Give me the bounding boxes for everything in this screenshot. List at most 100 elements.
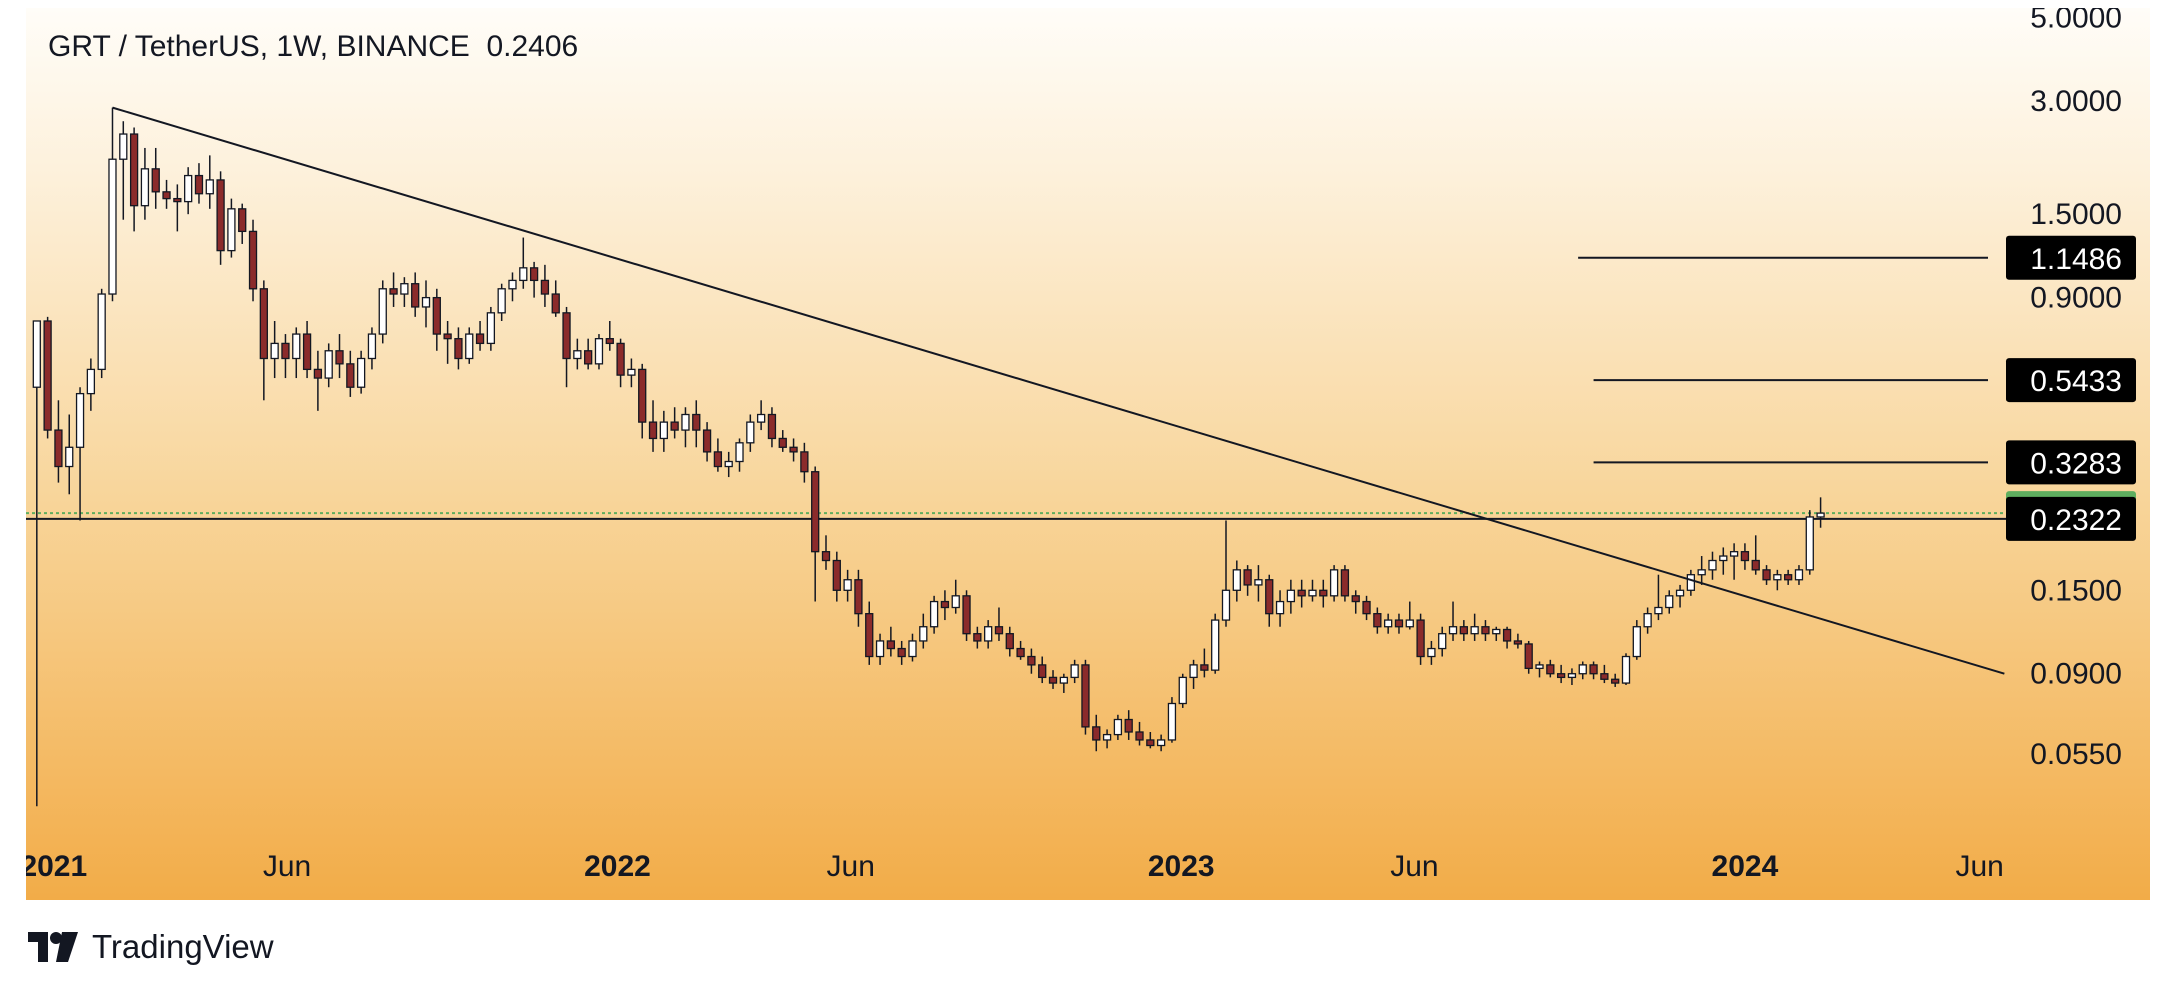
candle-body <box>400 283 409 295</box>
price-label-box <box>2006 496 2136 541</box>
candle-body <box>908 640 917 658</box>
candle-body <box>1448 626 1458 635</box>
x-tick-label: Jun <box>1390 850 1438 883</box>
candle-body <box>1232 569 1241 591</box>
candle-body <box>356 357 366 388</box>
candle-body <box>1729 551 1739 557</box>
candle-body <box>1016 647 1025 658</box>
candle-body <box>962 595 971 635</box>
candle-body <box>43 320 52 431</box>
x-tick-label: 2024 <box>1712 850 1779 883</box>
candle-body <box>173 197 182 203</box>
candle-body <box>1102 733 1112 741</box>
candle-body <box>1362 600 1371 615</box>
candle-body <box>1492 628 1501 635</box>
candle-body <box>594 338 604 365</box>
chart-area[interactable]: 5.0000 3.0000 1.5000 0.9000 0.1500 0.0900 0.05… <box>26 8 2150 900</box>
candle-body <box>1373 613 1382 628</box>
candle-body <box>1697 569 1706 576</box>
candle-body <box>1643 613 1652 628</box>
candle-body <box>811 471 820 553</box>
candle-body <box>1286 589 1296 603</box>
candle-body <box>1189 664 1198 679</box>
candle-body <box>108 158 117 295</box>
candle-body <box>1351 595 1360 603</box>
candle-body <box>54 429 63 468</box>
candle-body <box>1481 626 1490 635</box>
candle-body <box>1794 569 1804 581</box>
candle-body <box>1470 626 1479 635</box>
candle-body <box>1502 628 1512 642</box>
candle-body <box>443 333 452 340</box>
candlestick-chart[interactable]: 5.0000 3.0000 1.5000 0.9000 0.1500 0.0900 0.05… <box>26 8 2150 900</box>
candle-body <box>1124 718 1133 733</box>
candle-body <box>1686 574 1696 591</box>
candle-body <box>1275 600 1285 615</box>
footer: TradingView <box>26 928 274 966</box>
candle-body <box>421 296 431 308</box>
candle-body <box>702 429 712 453</box>
candle-body <box>756 413 766 423</box>
candle-body <box>767 413 777 440</box>
candle-body <box>1394 619 1404 628</box>
candle-body <box>238 208 247 233</box>
candle-body <box>1600 673 1609 680</box>
candle-body <box>1329 569 1339 597</box>
candle-body <box>940 600 950 609</box>
candle-body <box>1708 559 1717 571</box>
candle-body <box>411 283 420 308</box>
candle-body <box>1027 655 1036 666</box>
candle-body <box>994 626 1004 635</box>
candle-body <box>724 460 733 468</box>
x-tick-label: Jun <box>827 850 875 883</box>
tradingview-logo-icon <box>28 932 78 962</box>
candle-body <box>551 293 560 314</box>
candle-body <box>1773 574 1782 581</box>
candle-body <box>86 368 96 395</box>
candle-body <box>562 312 571 360</box>
candle-body <box>75 392 85 448</box>
candle-body <box>1427 647 1436 658</box>
candle-body <box>627 368 636 376</box>
candle-body <box>789 446 798 453</box>
candle-body <box>194 174 204 195</box>
candle-body <box>119 133 128 160</box>
y-tick-label: 0.1500 <box>2030 574 2122 607</box>
candle-body <box>1243 569 1252 586</box>
candle-body <box>1632 626 1641 658</box>
candle-body <box>1556 673 1566 679</box>
candle-body <box>1665 595 1674 609</box>
candle-body <box>129 133 139 207</box>
candle-body <box>843 579 852 591</box>
candle-body <box>248 230 258 290</box>
x-tick-label: 2023 <box>1148 850 1215 883</box>
chart-title: GRT / TetherUS, 1W, BINANCE 0.2406 <box>48 30 579 63</box>
candle-body <box>1048 676 1058 684</box>
candle-body <box>216 179 225 252</box>
candle-body <box>616 342 625 376</box>
candle-body <box>432 296 441 335</box>
candle-body <box>1308 589 1317 597</box>
candle-body <box>302 333 312 371</box>
candle-body <box>854 579 863 615</box>
candle-body <box>1816 512 1825 518</box>
price-label-box <box>2006 440 2136 485</box>
candle-body <box>1654 606 1663 615</box>
candle-body <box>227 208 236 252</box>
candle-body <box>1675 589 1685 597</box>
candle-body <box>973 633 982 642</box>
candle-body <box>659 421 668 440</box>
candle-body <box>497 288 506 314</box>
candle-body <box>605 338 614 345</box>
candle-body <box>897 647 906 658</box>
price-label-text: 0.3283 <box>2030 447 2122 480</box>
candle-body <box>475 333 485 345</box>
candle-body <box>886 640 896 650</box>
candle-body <box>832 559 841 591</box>
candle-body <box>508 279 517 290</box>
candle-body <box>389 288 398 295</box>
candle-body <box>713 451 723 468</box>
y-tick-label: 5.0000 <box>2030 8 2122 35</box>
candle-body <box>1254 579 1263 586</box>
candle-body <box>1221 589 1231 621</box>
